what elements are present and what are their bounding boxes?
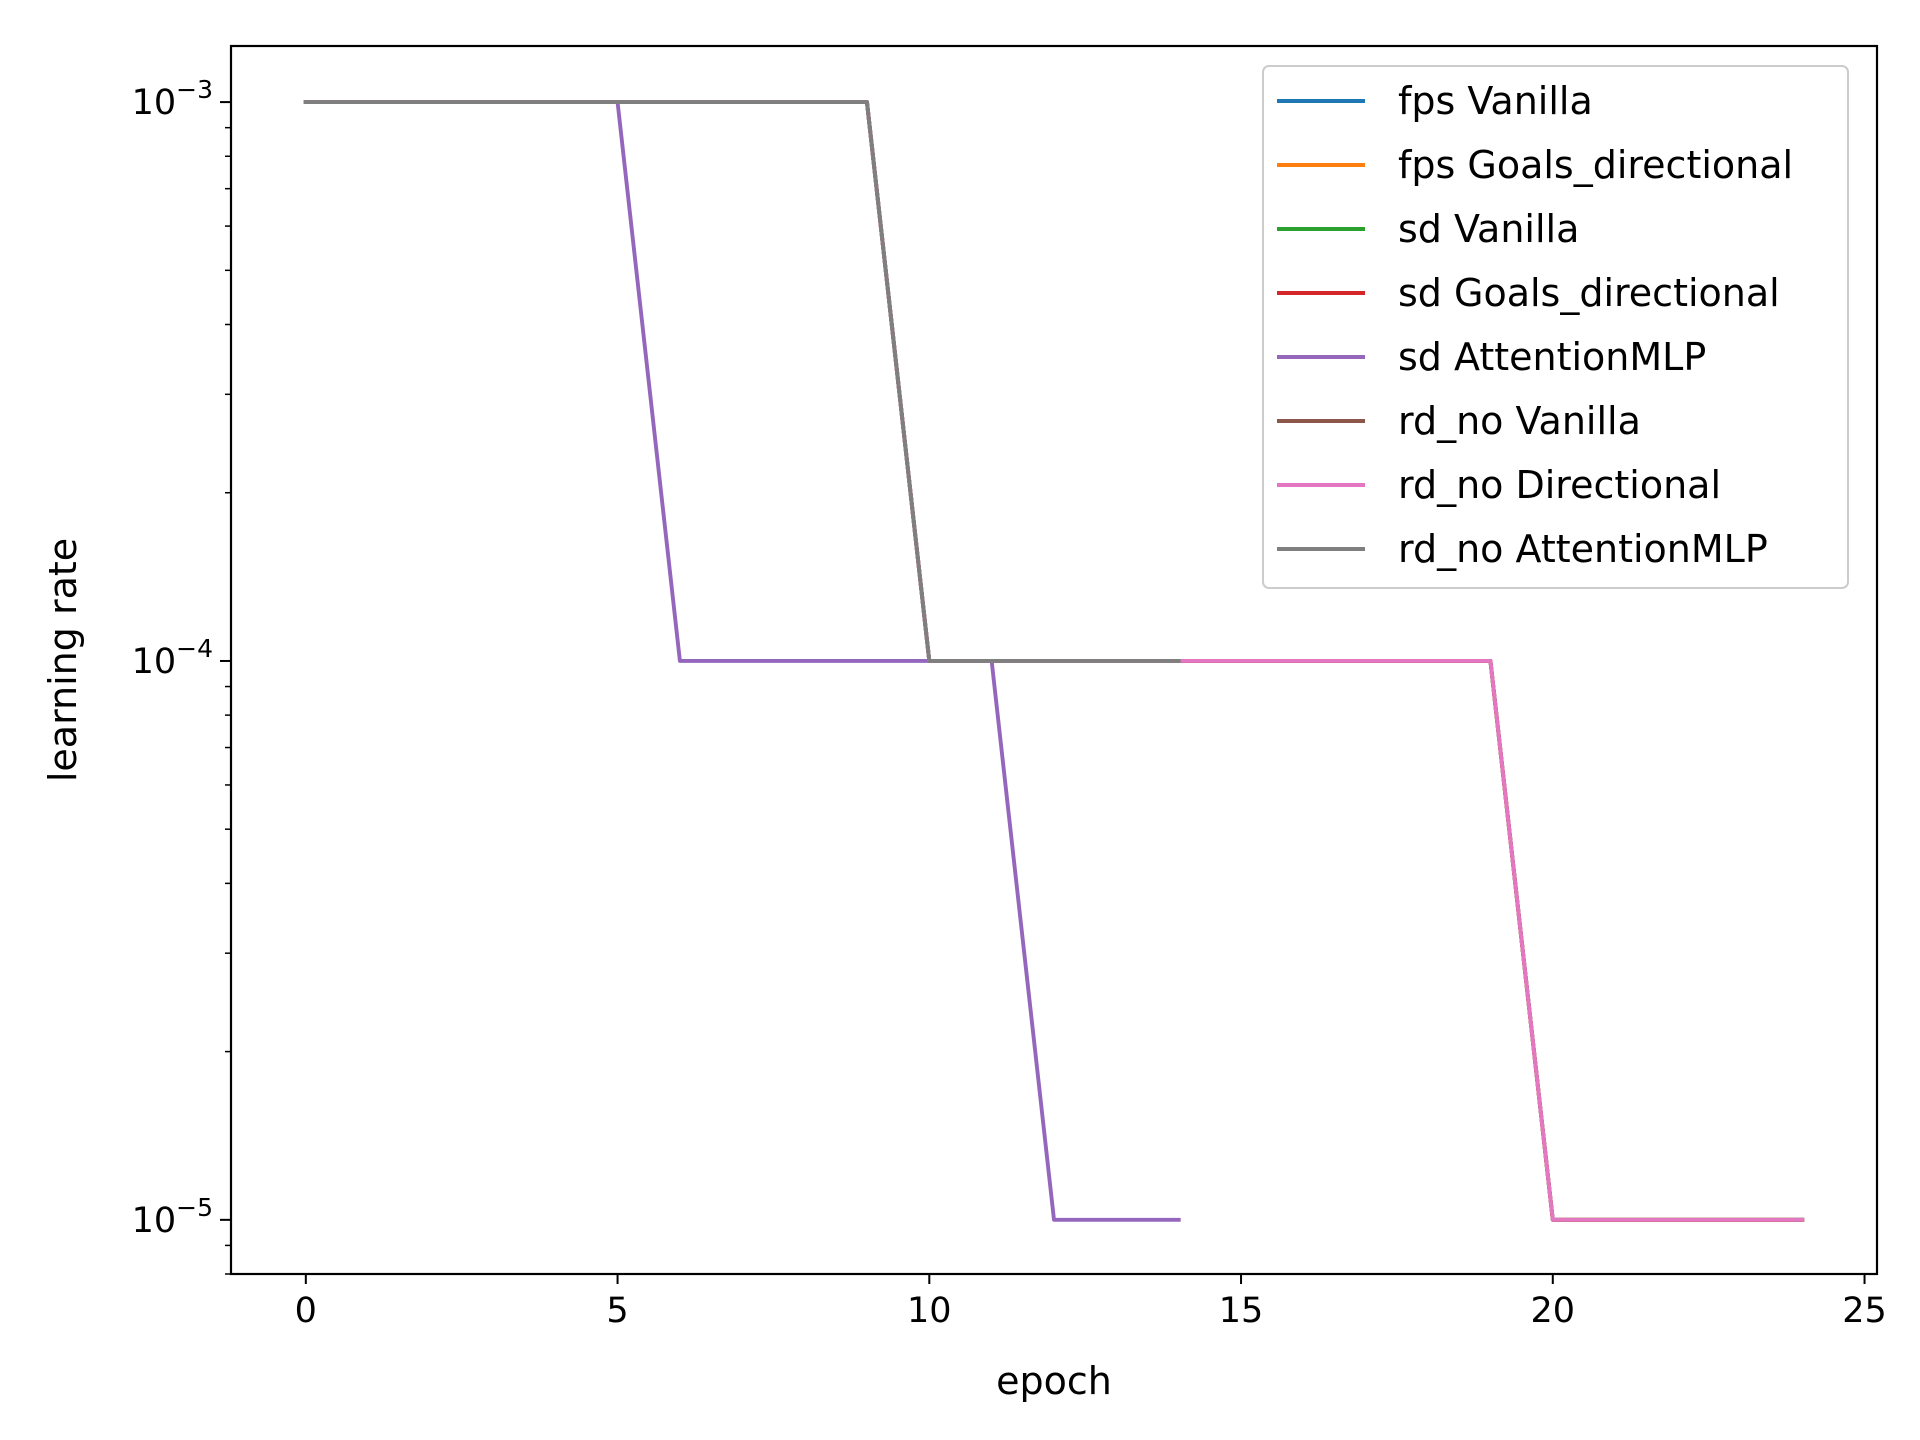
legend-entry-label: rd_no Vanilla [1398,399,1641,443]
x-tick-label: 25 [1842,1291,1887,1331]
legend-box [1262,65,1849,589]
x-tick-label: 5 [606,1291,628,1331]
series-layer [303,100,1805,1222]
legend-entry-label: rd_no Directional [1398,463,1721,507]
y-tick-label: 10−4 [132,634,213,682]
legend-entry-label: fps Vanilla [1398,79,1593,123]
x-tick-label: 20 [1531,1291,1576,1331]
ticks-layer: 0 5 10 15 20 25 10−3 10−4 10−5 [132,75,1887,1331]
x-tick-label: 0 [295,1291,317,1331]
legend-entry-label: sd AttentionMLP [1398,335,1706,379]
legend-entry-label: sd Goals_directional [1398,271,1780,315]
y-tick-label: 10−3 [132,75,213,123]
legend-entry-label: fps Goals_directional [1398,143,1793,187]
x-tick-label: 15 [1219,1291,1264,1331]
legend-entry-label: sd Vanilla [1398,207,1579,251]
legend-entry-label: rd_no AttentionMLP [1398,527,1768,571]
y-tick-label: 10−5 [132,1193,213,1241]
series-line-7 [303,100,1181,663]
x-tick-label: 10 [907,1291,952,1331]
x-axis-label: epoch [996,1359,1112,1403]
y-axis-label: learning rate [41,538,85,782]
